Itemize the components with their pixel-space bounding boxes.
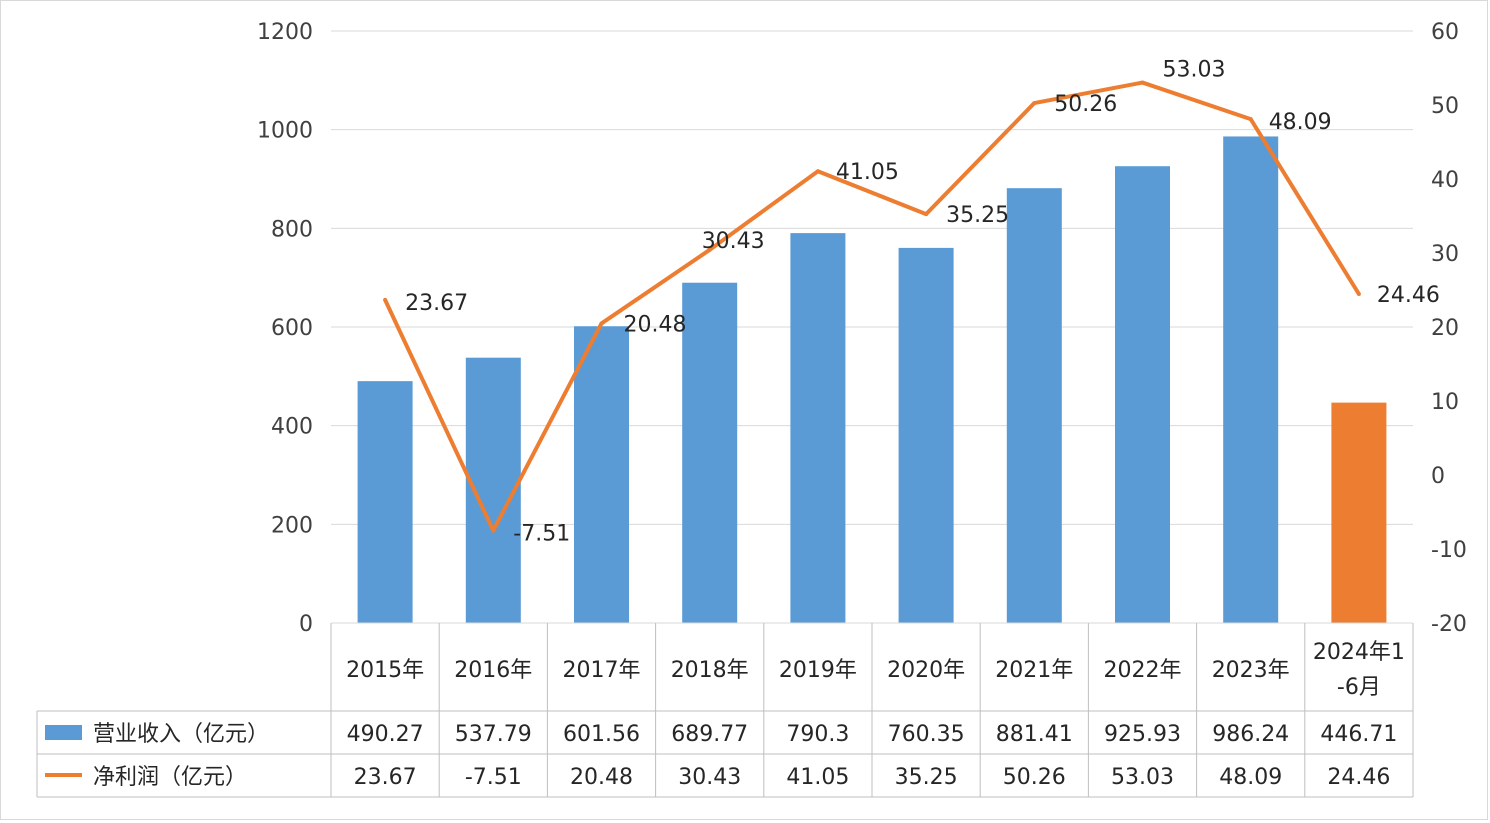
y-right-tick-label: 40 — [1431, 168, 1459, 193]
category-label: 2017年 — [563, 658, 641, 683]
net-profit-data-label: -7.51 — [513, 522, 570, 547]
net-profit-table-value: 23.67 — [354, 765, 417, 790]
y-right-tick-label: 30 — [1431, 242, 1459, 267]
category-label: 2020年 — [887, 658, 965, 683]
revenue-series-name: 营业收入（亿元） — [93, 722, 269, 747]
net-profit-point — [491, 528, 496, 533]
net-profit-table-value: 41.05 — [786, 765, 849, 790]
net-profit-data-label: 23.67 — [405, 291, 468, 316]
revenue-bar — [357, 381, 413, 623]
category-label: 2019年 — [779, 658, 857, 683]
net-profit-data-label: 35.25 — [946, 203, 1009, 228]
revenue-table-value: 986.24 — [1212, 722, 1289, 747]
net-profit-line — [383, 80, 1361, 533]
net-profit-table-value: 35.25 — [895, 765, 958, 790]
revenue-table-value: 790.3 — [786, 722, 849, 747]
revenue-table-value: 760.35 — [888, 722, 965, 747]
y-left-tick-label: 0 — [299, 612, 313, 637]
revenue-table-value: 881.41 — [996, 722, 1073, 747]
net-profit-data-label: 41.05 — [836, 160, 899, 185]
revenue-table-value: 601.56 — [563, 722, 640, 747]
revenue-legend-key — [45, 725, 82, 740]
net-profit-point — [924, 212, 929, 217]
category-label-line2: -6月 — [1337, 675, 1381, 700]
net-profit-point — [707, 247, 712, 252]
y-right-tick-label: 20 — [1431, 316, 1459, 341]
net-profit-point — [815, 169, 820, 174]
y-right-tick-label: -10 — [1431, 538, 1467, 563]
y-left-tick-label: 200 — [271, 513, 313, 538]
net-profit-table-value: 50.26 — [1003, 765, 1066, 790]
net-profit-table-value: 53.03 — [1111, 765, 1174, 790]
net-profit-point — [1032, 101, 1037, 106]
net-profit-data-label: 30.43 — [702, 229, 765, 254]
y-left-tick-label: 600 — [271, 316, 313, 341]
revenue-bar — [790, 233, 846, 624]
revenue-table-value: 537.79 — [455, 722, 532, 747]
category-label: 2021年 — [995, 658, 1073, 683]
net-profit-data-label: 24.46 — [1377, 283, 1440, 308]
y-right-tick-label: 0 — [1431, 464, 1445, 489]
y-right-tick-label: 50 — [1431, 94, 1459, 119]
revenue-bar — [1006, 188, 1062, 623]
net-profit-table-value: 24.46 — [1327, 765, 1390, 790]
y-left-tick-label: 400 — [271, 415, 313, 440]
revenue-bar — [574, 326, 629, 623]
net-profit-point — [383, 297, 388, 302]
net-profit-table-value: -7.51 — [465, 765, 522, 790]
net-profit-point — [599, 321, 604, 326]
category-label-line1: 2024年1 — [1313, 640, 1405, 665]
net-profit-data-label: 50.26 — [1054, 92, 1117, 117]
y-left-tick-label: 800 — [271, 217, 313, 242]
net-profit-series-name: 净利润（亿元） — [93, 765, 247, 790]
y-left-tick-label: 1000 — [257, 119, 313, 144]
y-left-tick-label: 1200 — [257, 20, 313, 45]
revenue-bar — [682, 282, 738, 623]
revenue-table-value: 925.93 — [1104, 722, 1181, 747]
revenue-table-value: 446.71 — [1320, 722, 1397, 747]
net-profit-table-value: 30.43 — [678, 765, 741, 790]
revenue-bar — [1223, 136, 1279, 623]
revenue-bar — [1115, 166, 1170, 623]
category-label: 2016年 — [454, 658, 532, 683]
category-label: 2023年 — [1212, 658, 1290, 683]
y-right-tick-label: 60 — [1431, 20, 1459, 45]
revenue-bar — [898, 247, 954, 624]
net-profit-table-value: 48.09 — [1219, 765, 1282, 790]
net-profit-data-label: 53.03 — [1163, 58, 1226, 83]
net-profit-data-label: 48.09 — [1269, 110, 1332, 135]
net-profit-point — [1356, 291, 1361, 296]
revenue-bar — [1331, 402, 1387, 623]
y-right-tick-label: -20 — [1431, 612, 1467, 637]
y-right-tick-label: 10 — [1431, 390, 1459, 415]
net-profit-point — [1140, 80, 1145, 85]
category-label: 2022年 — [1104, 658, 1182, 683]
revenue-table-value: 490.27 — [347, 722, 424, 747]
category-label: 2015年 — [346, 658, 424, 683]
net-profit-data-label: 20.48 — [624, 312, 687, 337]
revenue-table-value: 689.77 — [671, 722, 748, 747]
category-label: 2018年 — [671, 658, 749, 683]
net-profit-table-value: 20.48 — [570, 765, 633, 790]
net-profit-point — [1248, 117, 1253, 122]
